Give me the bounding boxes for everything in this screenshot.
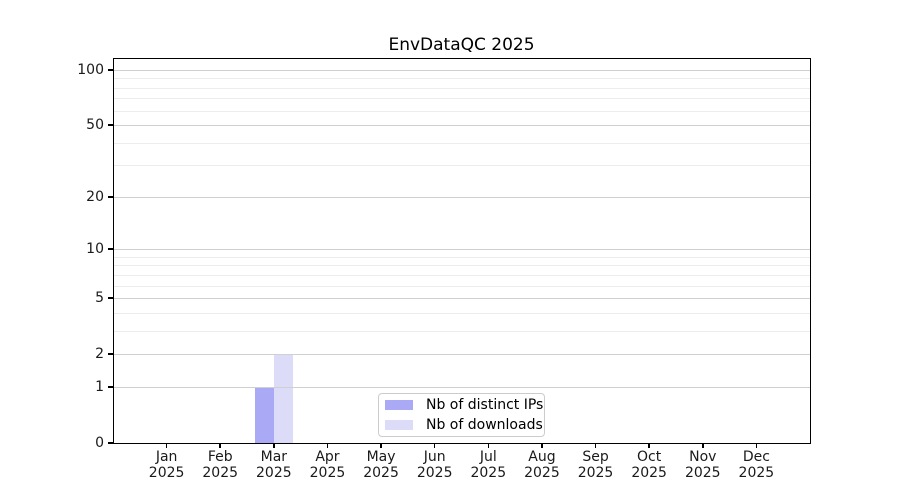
gridline-major-5 [113,298,810,300]
gridline-minor-8 [113,265,810,267]
x-tick-month-nov: Nov [689,449,717,465]
gridline-minor-9 [113,256,810,258]
bar-nb-of-distinct-ips-mar [254,386,274,443]
x-tick-year-jan: 2025 [148,464,185,481]
x-tick-year-apr: 2025 [309,464,346,481]
y-tick-label-100: 100 [77,61,104,78]
gridline-minor-7 [113,274,810,276]
y-tick-label-1: 1 [95,378,104,395]
y-tick-label-50: 50 [86,117,104,134]
gridline-minor-60 [113,110,810,112]
gridline-major-100 [113,69,810,71]
x-tick-year-sep: 2025 [577,464,614,481]
x-tick-year-jun: 2025 [416,464,453,481]
gridline-major-20 [113,196,810,198]
x-tick-mark-nov [702,443,704,448]
x-tick-month-feb: Feb [207,449,233,465]
y-tick-mark-10 [108,248,113,250]
legend-item-distinct-ips: Nb of distinct IPs [385,396,543,414]
y-tick-label-20: 20 [86,188,104,205]
chart-title: EnvDataQC 2025 [388,35,535,55]
gridline-major-10 [113,249,810,251]
x-tick-year-may: 2025 [363,464,399,481]
legend-label-downloads: Nb of downloads [426,417,543,433]
gridline-major-2 [113,354,810,356]
x-tick-month-oct: Oct [637,449,662,465]
x-tick-year-jul: 2025 [470,464,507,481]
x-tick-mark-jan [165,443,168,448]
legend: Nb of distinct IPs Nb of downloads [378,393,545,437]
x-tick-mark-aug [541,443,543,448]
x-tick-mark-oct [648,443,650,448]
x-tick-label-jan: Jan 2025 [135,449,199,481]
x-tick-month-jan: Jan [155,449,178,465]
y-tick-mark-1 [108,386,113,388]
y-tick-mark-0 [108,442,113,444]
x-tick-month-jun: Jun [423,449,446,465]
x-tick-mark-mar [273,443,275,448]
x-tick-label-may: May 2025 [349,449,413,481]
x-tick-month-jul: Jul [479,449,497,465]
gridline-minor-30 [113,165,810,167]
x-tick-mark-feb [219,443,221,448]
x-tick-label-feb: Feb 2025 [188,449,252,481]
x-tick-label-mar: Mar 2025 [242,449,306,481]
y-tick-mark-5 [108,297,113,299]
x-tick-label-jun: Jun 2025 [403,449,467,481]
x-tick-mark-jun [433,443,436,448]
x-tick-mark-dec [755,443,758,448]
x-tick-year-aug: 2025 [524,464,560,481]
gridlines-layer [113,58,810,443]
downloads-swatch-icon [385,420,413,430]
x-tick-label-dec: Dec 2025 [724,449,788,481]
gridline-minor-4 [113,312,810,314]
gridline-minor-70 [113,98,810,100]
legend-item-downloads: Nb of downloads [385,416,543,434]
gridline-minor-80 [113,87,810,89]
x-tick-mark-may [380,443,382,448]
x-tick-year-feb: 2025 [202,464,239,481]
y-tick-label-10: 10 [86,241,104,258]
y-tick-label-0: 0 [95,435,104,451]
x-tick-month-mar: Mar [260,449,288,465]
x-tick-month-sep: Sep [582,449,609,465]
x-tick-year-dec: 2025 [738,464,775,481]
x-tick-label-oct: Oct 2025 [617,449,681,481]
y-tick-mark-100 [108,69,113,71]
x-tick-year-nov: 2025 [684,464,721,481]
x-tick-year-mar: 2025 [256,464,292,481]
y-tick-mark-50 [108,124,113,126]
x-tick-year-oct: 2025 [631,464,667,481]
y-tick-mark-20 [108,196,113,198]
gridline-minor-90 [113,78,810,80]
x-tick-month-apr: Apr [315,449,340,465]
gridline-major-50 [113,125,810,127]
distinct-ips-swatch-icon [385,400,413,410]
x-tick-label-aug: Aug 2025 [510,449,574,481]
x-tick-label-nov: Nov 2025 [671,449,735,481]
y-tick-mark-2 [108,353,113,355]
x-tick-mark-jul [487,443,490,448]
x-tick-month-aug: Aug [528,449,556,465]
legend-label-distinct-ips: Nb of distinct IPs [426,397,544,413]
x-tick-label-jul: Jul 2025 [456,449,520,481]
x-tick-month-may: May [366,449,396,465]
gridline-minor-40 [113,142,810,144]
gridline-minor-6 [113,285,810,287]
bars-layer [113,58,810,443]
bar-nb-of-downloads-mar [273,354,293,443]
x-tick-month-dec: Dec [742,449,770,465]
y-tick-label-2: 2 [95,346,104,363]
gridline-minor-3 [113,330,810,332]
y-tick-label-5: 5 [95,290,104,307]
x-tick-mark-sep [594,443,597,448]
x-tick-label-sep: Sep 2025 [564,449,628,481]
gridline-major-1 [113,386,810,388]
x-tick-label-apr: Apr 2025 [295,449,359,481]
x-tick-mark-apr [326,443,329,448]
